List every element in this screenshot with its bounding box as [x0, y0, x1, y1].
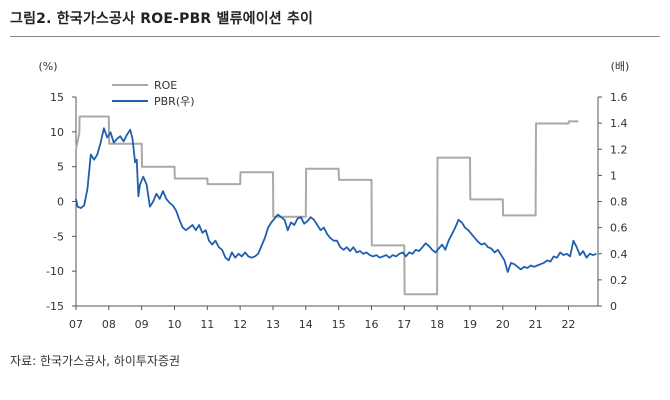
right-axis-tick-label: 1.2: [610, 143, 628, 156]
x-axis-tick-label: 19: [463, 318, 477, 331]
x-axis-tick-label: 12: [233, 318, 247, 331]
x-axis-tick-label: 18: [430, 318, 444, 331]
left-axis-tick-label: 15: [50, 91, 64, 104]
x-axis-tick-label: 17: [397, 318, 411, 331]
right-axis-tick-label: 1.4: [610, 117, 628, 130]
source-note: 자료: 한국가스공사, 하이투자증권: [10, 354, 181, 368]
right-axis-tick-label: 1: [610, 169, 617, 182]
x-axis-tick-label: 09: [135, 318, 149, 331]
legend-label: ROE: [154, 79, 177, 92]
right-axis-tick-label: 0: [610, 300, 617, 313]
title-divider: [10, 36, 660, 37]
left-axis-tick-label: -10: [46, 265, 64, 278]
x-axis-tick-label: 22: [561, 318, 575, 331]
left-axis-tick-label: 5: [57, 161, 64, 174]
left-axis-unit: (%): [38, 60, 57, 73]
left-axis-tick-label: 10: [50, 126, 64, 139]
x-axis-tick-label: 07: [69, 318, 83, 331]
x-axis-tick-label: 20: [496, 318, 510, 331]
x-axis-tick-label: 11: [200, 318, 214, 331]
left-axis-tick-label: -5: [53, 230, 64, 243]
x-axis-tick-label: 08: [102, 318, 116, 331]
x-axis-tick-label: 10: [167, 318, 181, 331]
legend-label: PBR(우): [154, 95, 195, 108]
left-axis-tick-label: 0: [57, 196, 64, 209]
left-axis-tick-label: -15: [46, 300, 64, 313]
x-axis-tick-label: 16: [364, 318, 378, 331]
x-axis-tick-label: 13: [266, 318, 280, 331]
right-axis-unit: (배): [611, 60, 630, 73]
right-axis-tick-label: 0.8: [610, 196, 628, 209]
right-axis-tick-label: 0.2: [610, 274, 628, 287]
roe-series-line: [75, 115, 579, 296]
right-axis-tick-label: 0.6: [610, 222, 628, 235]
x-axis-tick-label: 21: [529, 318, 543, 331]
right-axis-tick-label: 1.6: [610, 91, 628, 104]
right-axis-tick-label: 0.4: [610, 248, 628, 261]
figure-title: 그림2. 한국가스공사 ROE-PBR 밸류에이션 추이: [10, 11, 314, 27]
pbr-series-line: [75, 127, 597, 273]
x-axis-tick-label: 15: [332, 318, 346, 331]
x-axis-tick-label: 14: [299, 318, 313, 331]
